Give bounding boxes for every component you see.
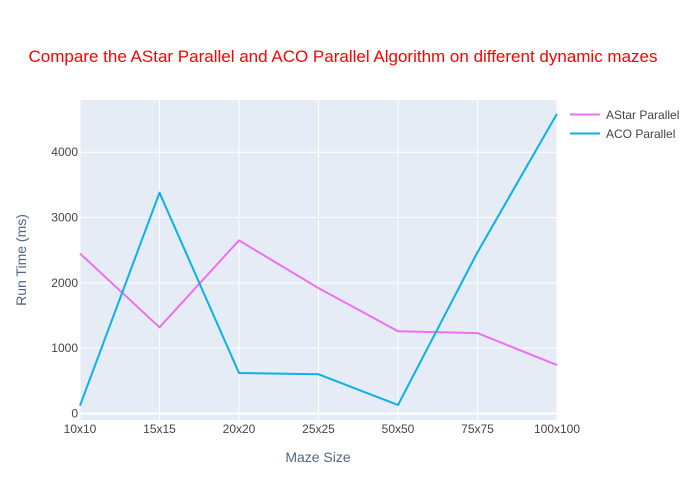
series-line-astar-parallel: [79, 239, 558, 367]
series-lines: [79, 113, 558, 406]
x-tick-label: 25x25: [302, 422, 335, 436]
legend: AStar Parallel ACO Parallel: [570, 108, 679, 141]
x-tick-labels: 10x10 15x15 20x20 25x25 50x50 75x75 100x100: [64, 422, 581, 436]
y-tick-label: 4000: [51, 145, 78, 159]
x-tick-label: 100x100: [534, 422, 580, 436]
x-tick-label: 10x10: [64, 422, 97, 436]
series-line-aco-parallel: [79, 113, 558, 406]
y-tick-label: 1000: [51, 341, 78, 355]
x-tick-label: 50x50: [382, 422, 415, 436]
y-tick-label: 2000: [51, 276, 78, 290]
y-tick-label: 0: [71, 406, 78, 420]
x-tick-label: 75x75: [461, 422, 494, 436]
gridlines: [79, 100, 558, 420]
legend-label-astar-parallel: AStar Parallel: [606, 108, 679, 122]
y-tick-label: 3000: [51, 211, 78, 225]
x-tick-label: 20x20: [223, 422, 256, 436]
chart-title: Compare the AStar Parallel and ACO Paral…: [29, 47, 658, 66]
x-axis-title: Maze Size: [285, 449, 351, 465]
legend-label-aco-parallel: ACO Parallel: [606, 127, 675, 141]
y-tick-labels: 0 1000 2000 3000 4000: [51, 145, 78, 420]
y-axis-title: Run Time (ms): [13, 214, 29, 306]
x-tick-label: 15x15: [143, 422, 176, 436]
